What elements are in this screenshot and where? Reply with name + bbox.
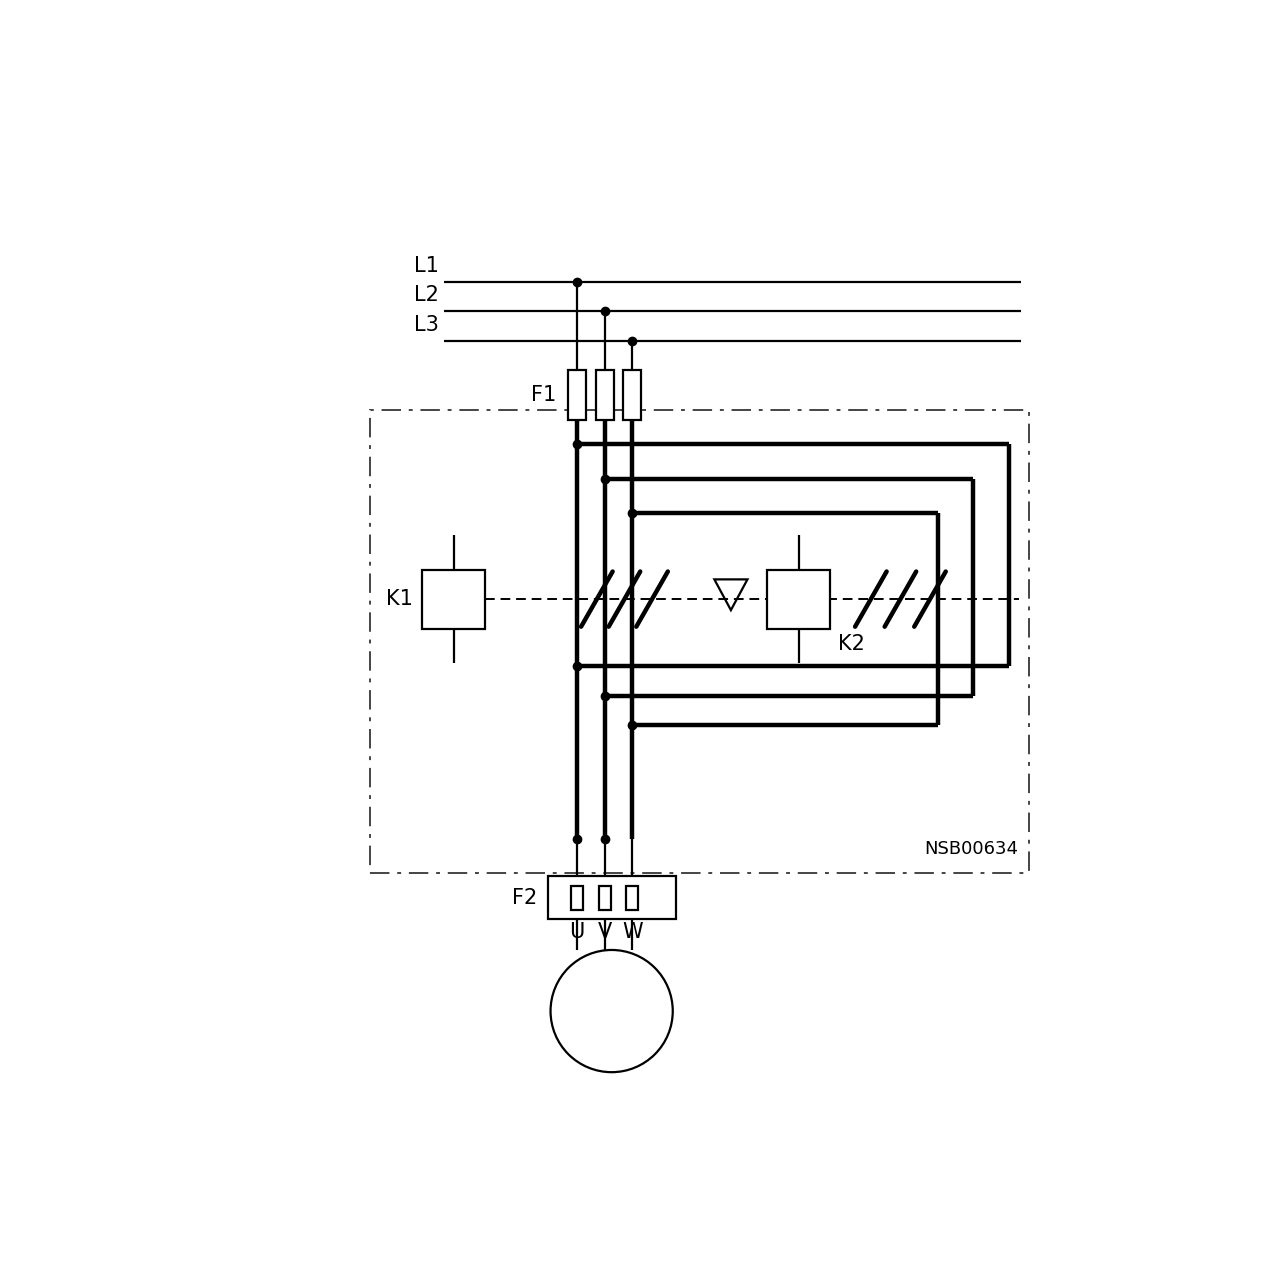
Text: F2: F2 [512, 888, 538, 908]
Bar [596, 370, 613, 420]
Text: L1: L1 [415, 256, 439, 275]
Bar [568, 370, 586, 420]
Text: U: U [570, 923, 585, 942]
Bar [548, 876, 676, 919]
Bar [422, 570, 485, 628]
Text: M: M [602, 983, 621, 1004]
Text: K1: K1 [385, 589, 412, 609]
Bar [370, 410, 1029, 873]
Text: W: W [622, 923, 643, 942]
Text: V: V [598, 923, 612, 942]
Text: K2: K2 [838, 634, 865, 654]
Text: F1: F1 [531, 385, 557, 404]
Bar [626, 886, 639, 910]
Circle shape [550, 950, 673, 1073]
Bar [599, 886, 611, 910]
Bar [571, 886, 584, 910]
Bar [623, 370, 641, 420]
Text: 3~: 3~ [596, 1019, 627, 1039]
Bar [768, 570, 831, 628]
Text: L2: L2 [415, 285, 439, 306]
Text: L3: L3 [415, 315, 439, 335]
Text: NSB00634: NSB00634 [924, 840, 1019, 859]
